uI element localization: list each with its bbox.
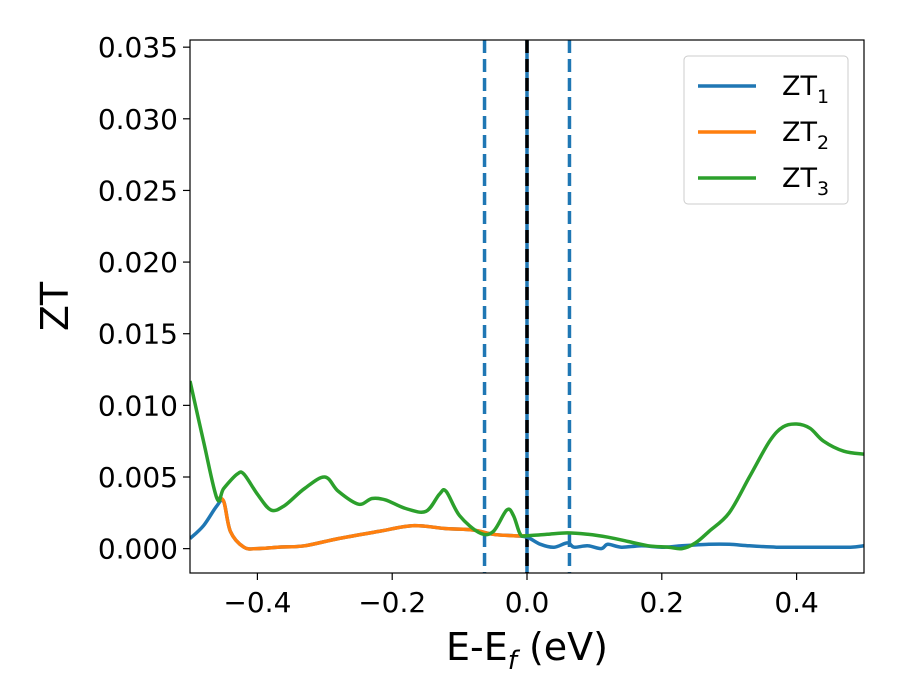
- legend-box: [683, 55, 849, 205]
- legend-label-3: ZT3: [782, 163, 829, 200]
- x-tick-label: −0.2: [358, 586, 426, 619]
- y-tick-label: 0.020: [98, 246, 178, 279]
- y-tick-label: 0.015: [98, 318, 178, 351]
- series-layer: [190, 380, 864, 551]
- y-tick-label: 0.010: [98, 389, 178, 422]
- x-axis: −0.4 −0.2 0.0 0.2 0.4: [223, 573, 819, 619]
- x-axis-label: E-Ef (eV): [446, 625, 608, 676]
- y-tick-label: 0.030: [98, 103, 178, 136]
- legend-label-2: ZT2: [782, 117, 829, 154]
- y-axis-label: ZT: [33, 281, 77, 331]
- x-tick-label: 0.2: [640, 586, 685, 619]
- legend: ZT1 ZT2 ZT3: [683, 55, 849, 205]
- x-axis-label-main: E-E: [446, 625, 508, 669]
- y-tick-label: 0.005: [98, 461, 178, 494]
- x-tick-label: −0.4: [223, 586, 291, 619]
- series-line-2: [216, 496, 528, 551]
- reference-lines: [482, 40, 572, 573]
- y-tick-label: 0.000: [98, 533, 178, 566]
- series-line-3: [190, 380, 864, 551]
- y-tick-label: 0.025: [98, 174, 178, 207]
- y-tick-label: 0.035: [98, 31, 178, 64]
- y-axis: 0.000 0.005 0.010 0.015 0.020 0.025 0.030 0.035: [98, 31, 190, 566]
- x-tick-label: 0.4: [774, 586, 819, 619]
- x-axis-label-suffix: (eV): [517, 625, 608, 669]
- x-tick-label: 0.0: [505, 586, 550, 619]
- legend-label-1: ZT1: [782, 71, 829, 108]
